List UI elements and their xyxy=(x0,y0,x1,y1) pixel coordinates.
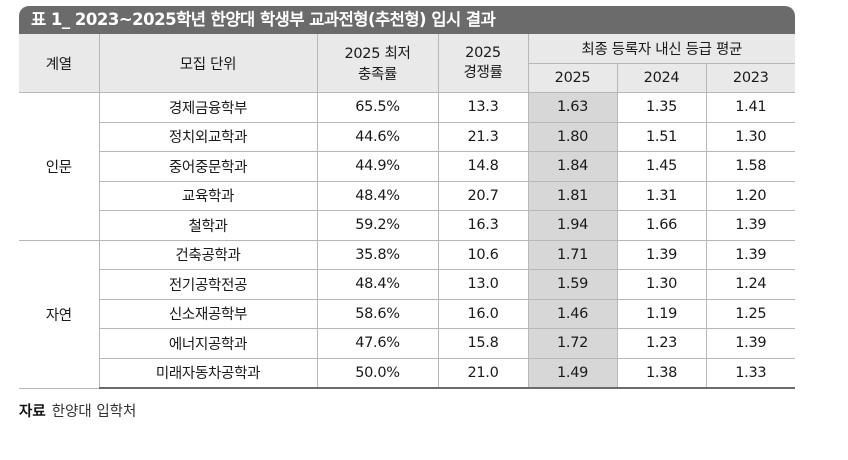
grade-2023-cell: 1.39 xyxy=(705,239,795,270)
min-rate-cell: 35.8% xyxy=(316,239,439,270)
grade-2024-cell: 1.66 xyxy=(616,210,707,241)
grade-2025-cell: 1.59 xyxy=(527,269,618,300)
header-competition-line1: 2025 xyxy=(465,44,501,61)
grade-2024-cell: 1.23 xyxy=(616,328,707,359)
min-rate-cell: 47.6% xyxy=(316,328,439,359)
header-year-2023: 2023 xyxy=(705,62,795,93)
admission-results-table: 계열 모집 단위 2025 최저 충족률 2025 경쟁률 최종 등록자 내신 … xyxy=(19,34,795,389)
header-grade-group: 최종 등록자 내신 등급 평균 xyxy=(527,34,795,64)
grade-2025-cell: 1.46 xyxy=(527,298,618,329)
grade-2024-cell: 1.51 xyxy=(616,121,707,152)
grade-2023-cell: 1.20 xyxy=(705,180,795,211)
source-text: 한양대 입학처 xyxy=(51,404,137,420)
min-rate-cell: 50.0% xyxy=(316,357,439,389)
competition-cell: 21.0 xyxy=(437,357,529,389)
min-rate-cell: 58.6% xyxy=(316,298,439,329)
table-row: 중어중문학과 44.9% 14.8 1.84 1.45 1.58 xyxy=(19,151,795,182)
grade-2023-cell: 1.58 xyxy=(705,151,795,182)
table-row: 인문 경제금융학부 65.5% 13.3 1.63 1.35 1.41 xyxy=(19,92,795,241)
table-row: 철학과 59.2% 16.3 1.94 1.66 1.39 xyxy=(19,210,795,241)
competition-cell: 10.6 xyxy=(437,239,529,270)
grade-2024-cell: 1.38 xyxy=(616,357,707,389)
header-min-rate-line2: 충족률 xyxy=(357,67,398,83)
grade-2023-cell: 1.30 xyxy=(705,121,795,152)
min-rate-cell: 44.6% xyxy=(316,121,439,152)
source-note: 자료 한양대 입학처 xyxy=(19,400,136,421)
grade-2025-cell: 1.72 xyxy=(527,328,618,359)
table-row: 전기공학전공 48.4% 13.0 1.59 1.30 1.24 xyxy=(19,269,795,300)
grade-2024-cell: 1.45 xyxy=(616,151,707,182)
grade-2025-cell: 1.94 xyxy=(527,210,618,241)
unit-cell: 중어중문학과 xyxy=(99,151,318,182)
grade-2024-cell: 1.31 xyxy=(616,180,707,211)
header-year-2025: 2025 xyxy=(528,62,618,93)
unit-cell: 경제금융학부 xyxy=(98,92,318,123)
grade-2023-cell: 1.24 xyxy=(705,269,795,300)
grade-2025-cell: 1.81 xyxy=(527,180,618,211)
header-competition: 2025 경쟁률 xyxy=(437,34,529,93)
grade-2024-cell: 1.39 xyxy=(616,239,707,270)
grade-2023-cell: 1.41 xyxy=(705,92,795,123)
competition-cell: 21.3 xyxy=(437,121,529,152)
source-label: 자료 xyxy=(19,404,46,420)
competition-cell: 14.8 xyxy=(437,151,529,182)
unit-cell: 정치외교학과 xyxy=(99,121,318,152)
min-rate-cell: 65.5% xyxy=(316,92,439,123)
header-year-2024: 2024 xyxy=(616,62,707,93)
header-min-rate: 2025 최저 충족률 xyxy=(316,34,439,93)
header-min-rate-line1: 2025 최저 xyxy=(344,46,411,62)
grade-2025-cell: 1.84 xyxy=(527,151,618,182)
category-cell: 인문 xyxy=(19,92,100,241)
table-row: 신소재공학부 58.6% 16.0 1.46 1.19 1.25 xyxy=(19,298,795,329)
table-row: 에너지공학과 47.6% 15.8 1.72 1.23 1.39 xyxy=(19,328,795,359)
competition-cell: 20.7 xyxy=(437,180,529,211)
unit-cell: 철학과 xyxy=(99,210,318,241)
table-title: 표 1_ 2023~2025학년 한양대 학생부 교과전형(추천형) 입시 결과 xyxy=(19,6,795,34)
table-row: 교육학과 48.4% 20.7 1.81 1.31 1.20 xyxy=(19,180,795,211)
category-cell: 자연 xyxy=(19,239,100,389)
grade-2025-cell: 1.71 xyxy=(527,239,618,270)
grade-2023-cell: 1.33 xyxy=(705,357,795,389)
grade-2025-cell: 1.63 xyxy=(527,92,618,123)
grade-2023-cell: 1.39 xyxy=(705,210,795,241)
grade-2024-cell: 1.30 xyxy=(616,269,707,300)
table-row: 자연 건축공학과 35.8% 10.6 1.71 1.39 1.39 xyxy=(19,239,795,389)
header-unit: 모집 단위 xyxy=(98,34,318,93)
competition-cell: 13.3 xyxy=(437,92,529,123)
grade-2025-cell: 1.49 xyxy=(527,357,618,389)
min-rate-cell: 59.2% xyxy=(316,210,439,241)
unit-cell: 전기공학전공 xyxy=(99,269,318,300)
grade-2023-cell: 1.25 xyxy=(705,298,795,329)
grade-2024-cell: 1.19 xyxy=(616,298,707,329)
unit-cell: 미래자동차공학과 xyxy=(99,357,318,389)
min-rate-cell: 48.4% xyxy=(316,180,439,211)
grade-2025-cell: 1.80 xyxy=(527,121,618,152)
grade-2024-cell: 1.35 xyxy=(616,92,707,123)
header-category: 계열 xyxy=(19,34,100,93)
grade-2023-cell: 1.39 xyxy=(705,328,795,359)
table-row: 정치외교학과 44.6% 21.3 1.80 1.51 1.30 xyxy=(19,121,795,152)
competition-cell: 16.0 xyxy=(437,298,529,329)
min-rate-cell: 44.9% xyxy=(316,151,439,182)
competition-cell: 15.8 xyxy=(437,328,529,359)
min-rate-cell: 48.4% xyxy=(316,269,439,300)
header-competition-line2: 경쟁률 xyxy=(463,64,503,81)
unit-cell: 교육학과 xyxy=(99,180,318,211)
unit-cell: 건축공학과 xyxy=(98,239,318,270)
competition-cell: 16.3 xyxy=(437,210,529,241)
table-row: 미래자동차공학과 50.0% 21.0 1.49 1.38 1.33 xyxy=(19,357,795,389)
unit-cell: 신소재공학부 xyxy=(99,298,318,329)
competition-cell: 13.0 xyxy=(437,269,529,300)
unit-cell: 에너지공학과 xyxy=(99,328,318,359)
